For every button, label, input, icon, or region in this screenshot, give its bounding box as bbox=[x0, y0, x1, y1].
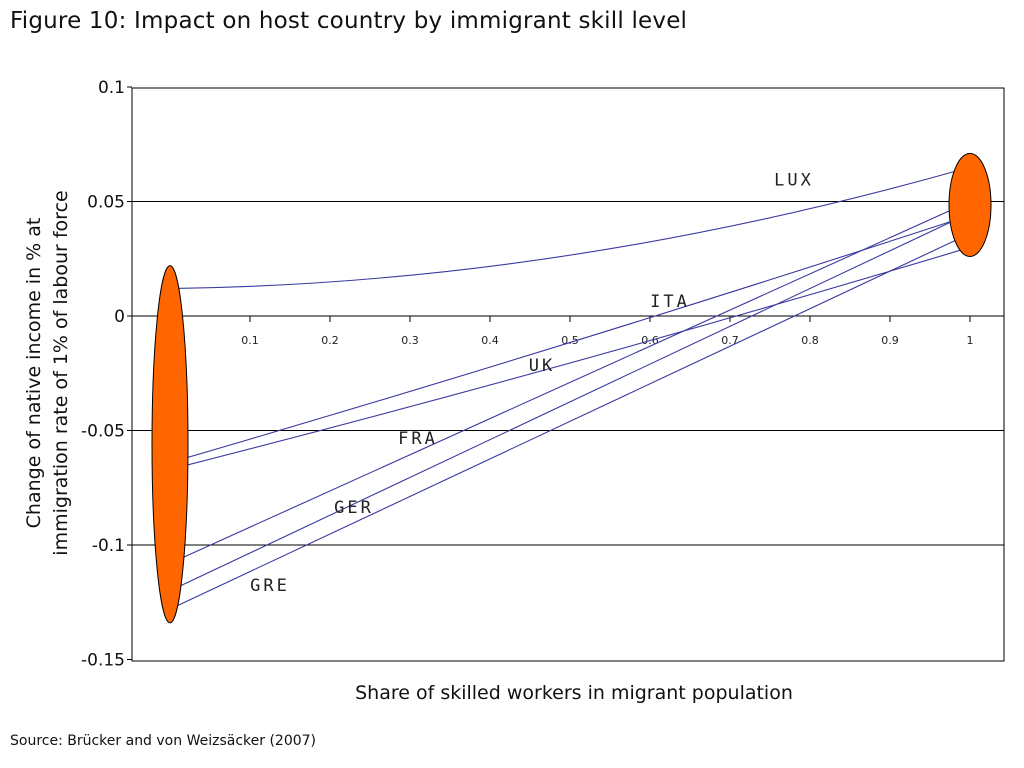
series-label-ger: GER bbox=[334, 498, 374, 518]
highlight-ellipses bbox=[151, 152, 992, 624]
plot-frame bbox=[131, 87, 1005, 662]
y-tick-label: 0 bbox=[114, 307, 125, 327]
series-line-uk bbox=[169, 214, 971, 464]
grid-lines bbox=[127, 86, 1004, 660]
x-tick-label: 0.2 bbox=[321, 334, 339, 347]
series-label-fra: FRA bbox=[398, 429, 438, 449]
y-tick-label: 0.05 bbox=[87, 193, 125, 213]
y-tick-labels: 0.1 0.05 0 -0.05 -0.1 -0.15 bbox=[81, 78, 125, 671]
series-line-ita bbox=[169, 246, 971, 470]
y-tick-label: -0.05 bbox=[81, 422, 125, 442]
y-tick-label: -0.1 bbox=[92, 536, 125, 556]
x-tick-label: 0.9 bbox=[881, 334, 899, 347]
y-axis-title-line-2: immigration rate of 1% of labour force bbox=[50, 190, 72, 555]
series-line-fra bbox=[169, 200, 971, 564]
series-line-ger bbox=[169, 212, 971, 592]
chart-title: Figure 10: Impact on host country by imm… bbox=[10, 8, 688, 34]
series-label-uk: UK bbox=[529, 356, 555, 376]
x-tick-label: 0.7 bbox=[721, 334, 739, 347]
y-axis-title-line-1: Change of native income in % at bbox=[23, 218, 45, 529]
series-line-lux bbox=[169, 166, 971, 290]
series-line-gre bbox=[169, 233, 971, 610]
x-axis-title: Share of skilled workers in migrant popu… bbox=[355, 682, 793, 704]
ellipse-high-skill bbox=[948, 152, 992, 257]
x-tick-label: 0.1 bbox=[241, 334, 259, 347]
ellipse-low-skill bbox=[151, 265, 189, 624]
x-tick-label: 1 bbox=[967, 334, 974, 347]
x-tick-label: 0.3 bbox=[401, 334, 419, 347]
y-tick-label: -0.15 bbox=[81, 651, 125, 671]
series-lines bbox=[169, 166, 971, 610]
series-label-gre: GRE bbox=[250, 576, 290, 596]
y-tick-label: 0.1 bbox=[98, 78, 125, 98]
series-label-lux: LUX bbox=[774, 170, 814, 190]
chart: 0.10.050-0.05-0.1-0.15 0.1 0.2 0.3 0.4 0.5 0.… bbox=[23, 78, 1005, 704]
x-tick-label: 0.8 bbox=[801, 334, 819, 347]
series-label-ita: ITA bbox=[650, 292, 690, 312]
x-tick-label: 0.4 bbox=[481, 334, 499, 347]
x-ticks: 0.1 0.2 0.3 0.4 0.5 0.6 0.7 0.8 0.9 1 bbox=[127, 315, 1004, 347]
series-labels: LUX ITA UK FRA GER GRE bbox=[250, 170, 814, 596]
source-note: Source: Brücker and von Weizsäcker (2007… bbox=[10, 733, 316, 749]
